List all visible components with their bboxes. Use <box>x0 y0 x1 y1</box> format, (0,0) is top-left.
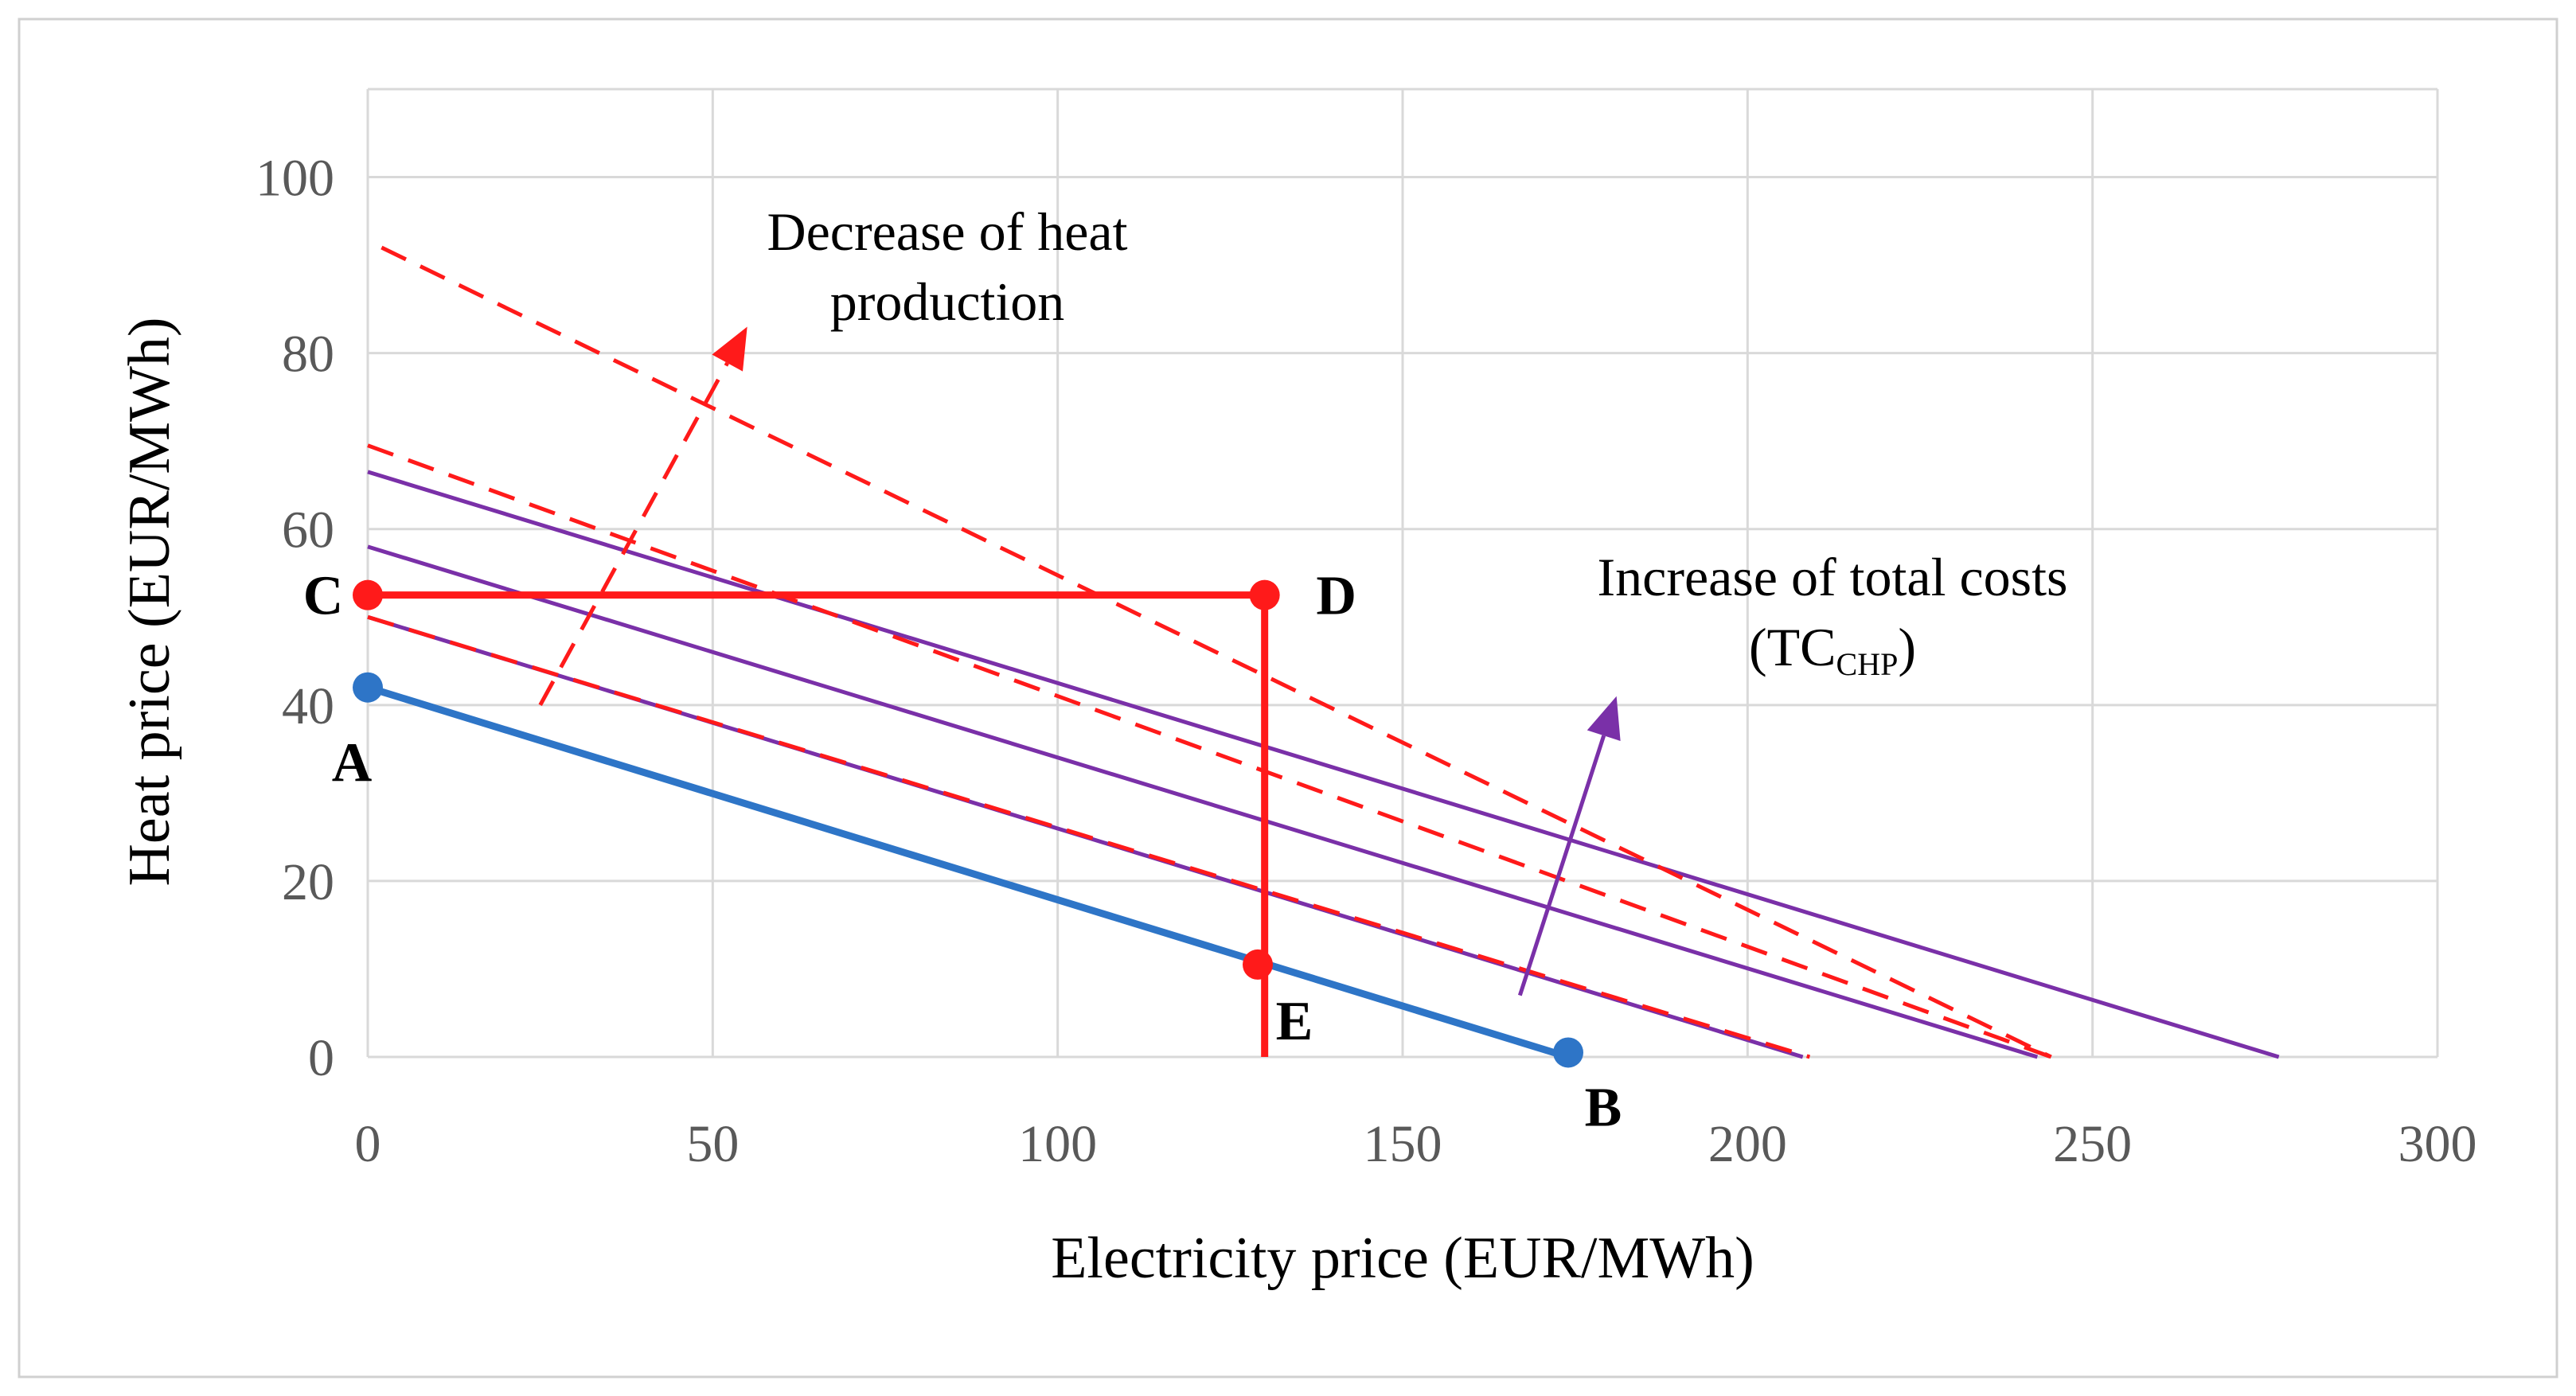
series-a-b-line <box>366 684 1570 1061</box>
x-tick-200: 200 <box>1708 1115 1787 1173</box>
x-tick-150: 150 <box>1364 1115 1442 1173</box>
y-tick-60: 60 <box>282 501 334 560</box>
heat-annotation-line1: Decrease of heat <box>767 201 1127 262</box>
series-purple-3 <box>367 470 2280 1059</box>
series-purple-2 <box>367 544 2039 1059</box>
x-tick-300: 300 <box>2398 1115 2477 1173</box>
costs-annotation-line1: Increase of total costs <box>1598 547 2068 607</box>
costs-open: (TC <box>1749 617 1836 677</box>
heat-annotation-line2: production <box>830 271 1065 332</box>
y-tick-0: 0 <box>308 1029 334 1087</box>
tick-labels: 0 50 100 150 200 250 300 0 20 40 60 80 100 <box>256 150 2477 1173</box>
y-tick-40: 40 <box>282 677 334 735</box>
data-points: A B C D E <box>303 566 1622 1139</box>
y-tick-80: 80 <box>282 326 334 384</box>
point-label-e: E <box>1276 991 1313 1052</box>
costs-close: ) <box>1898 617 1916 677</box>
heat-production-arrow-head <box>712 326 747 372</box>
total-costs-arrow-head <box>1587 696 1621 742</box>
x-tick-50: 50 <box>686 1115 739 1173</box>
point-label-c: C <box>303 566 344 627</box>
point-c <box>353 579 383 610</box>
grid <box>366 88 2439 1059</box>
series-red-dashed-1 <box>367 614 1811 1059</box>
costs-annotation-line2: (TCCHP) <box>1749 617 1916 682</box>
y-axis-title: Heat price (EUR/MWh) <box>117 317 182 886</box>
chart-frame <box>18 18 2558 1378</box>
total-costs-arrow-shaft <box>1517 735 1606 996</box>
x-tick-100: 100 <box>1018 1115 1097 1173</box>
x-tick-250: 250 <box>2053 1115 2132 1173</box>
point-label-d: D <box>1316 566 1356 627</box>
x-tick-0: 0 <box>355 1115 381 1173</box>
point-e <box>1243 949 1273 980</box>
arrows <box>538 326 1621 996</box>
data-lines <box>366 245 2280 1061</box>
point-label-a: A <box>332 733 373 794</box>
point-a <box>353 672 383 703</box>
point-b <box>1553 1037 1583 1068</box>
series-red-dashed-3 <box>381 245 2052 1059</box>
y-tick-100: 100 <box>256 150 334 208</box>
point-label-b: B <box>1585 1077 1622 1138</box>
point-d <box>1249 579 1280 610</box>
y-tick-20: 20 <box>282 853 334 911</box>
costs-subscript: CHP <box>1836 646 1899 682</box>
heat-production-arrow-shaft <box>538 361 729 707</box>
x-axis-title: Electricity price (EUR/MWh) <box>1051 1226 1754 1291</box>
